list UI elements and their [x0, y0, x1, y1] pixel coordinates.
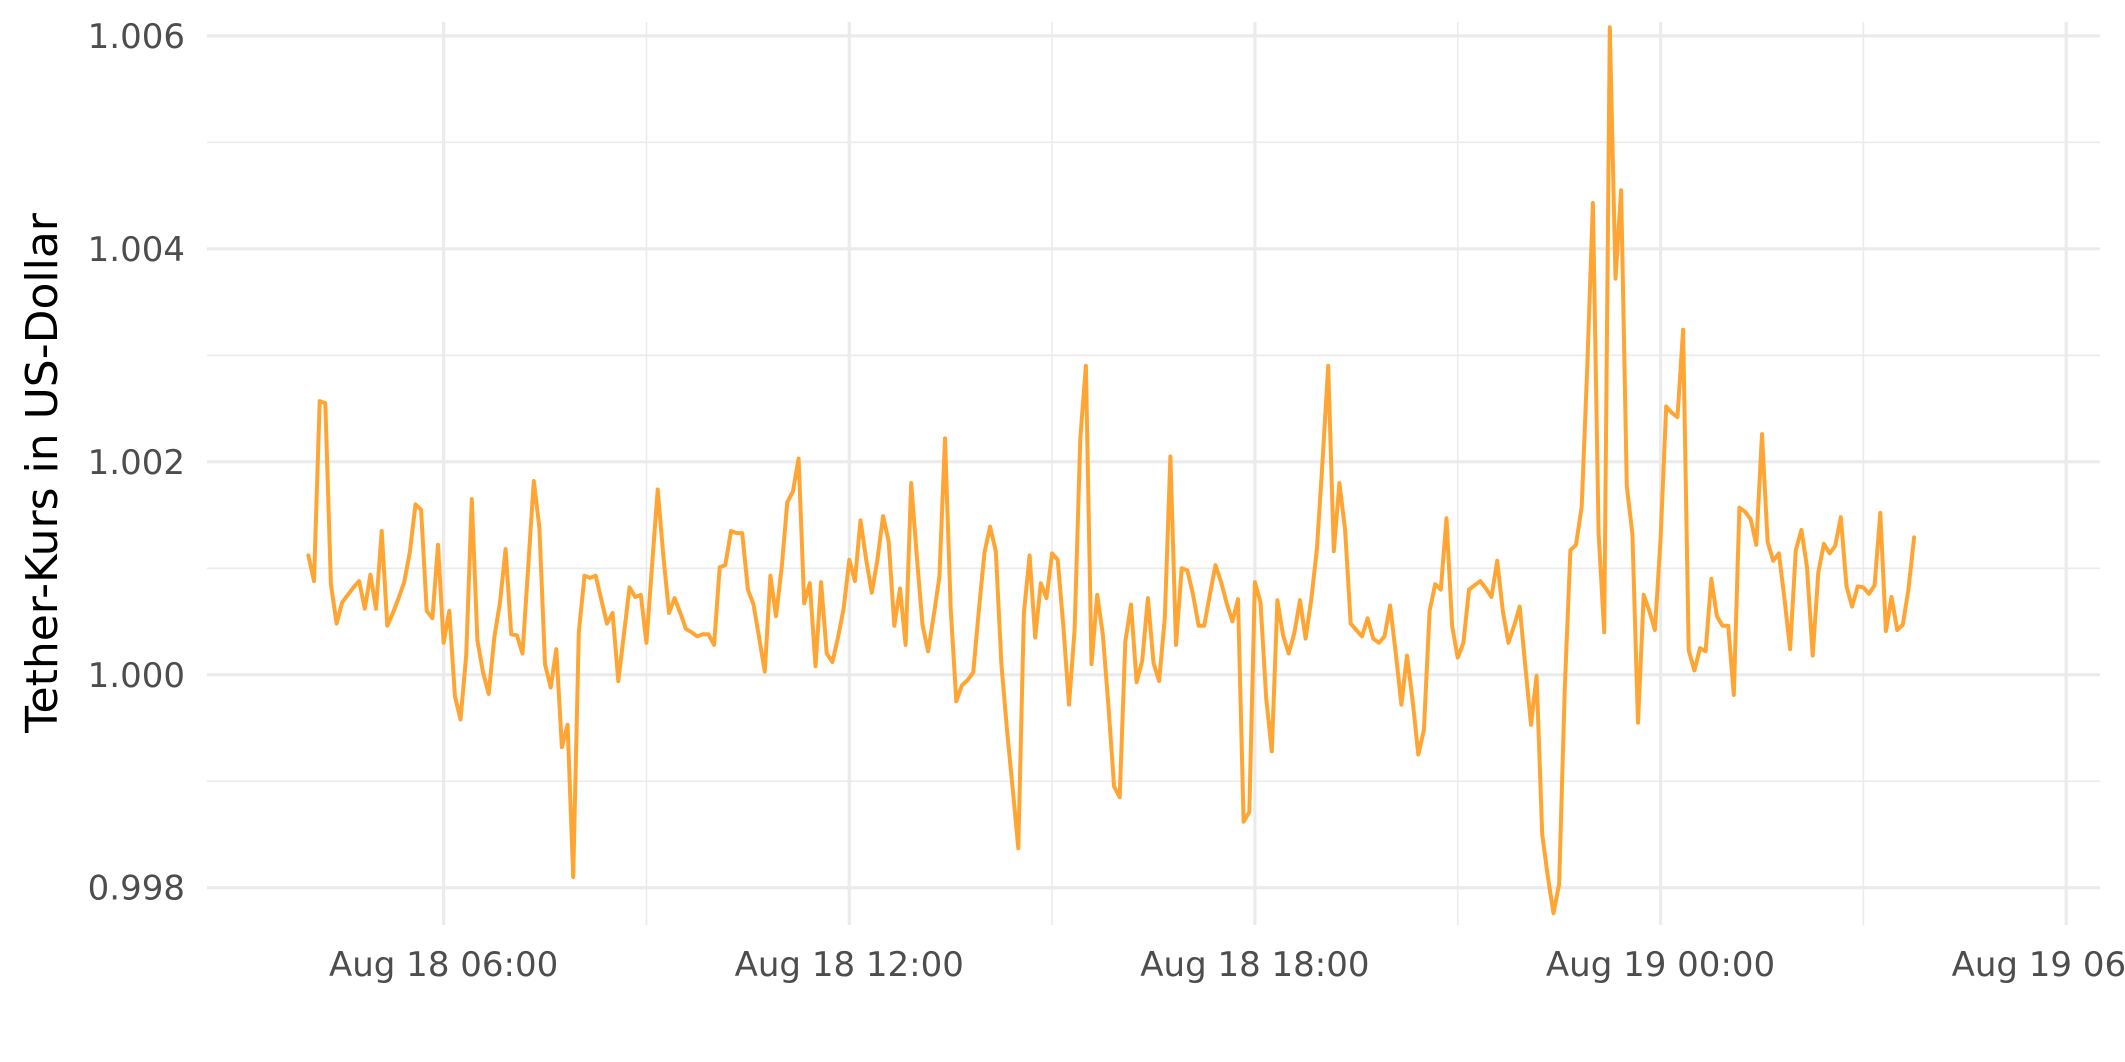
y-tick-label-0: 0.998 [88, 869, 185, 909]
x-tick-label-3: Aug 19 00:00 [1546, 945, 1775, 985]
series-line-0 [306, 25, 1917, 916]
x-tick-label-1: Aug 18 12:00 [735, 945, 964, 985]
x-tick-label-2: Aug 18 18:00 [1140, 945, 1369, 985]
y-axis-title: Tether-Kurs in US-Dollar [17, 212, 68, 734]
y-tick-label-3: 1.004 [88, 230, 185, 270]
x-tick-label-4: Aug 19 06:00 [1952, 945, 2125, 985]
y-tick-label-2: 1.002 [88, 443, 185, 483]
x-tick-label-0: Aug 18 06:00 [329, 945, 558, 985]
series-layer [306, 25, 1917, 916]
x-tick-labels: Aug 18 06:00 Aug 18 12:00 Aug 18 18:00 Aug … [329, 945, 2125, 985]
y-tick-label-4: 1.006 [88, 17, 185, 57]
y-tick-labels: 0.998 1.000 1.002 1.004 1.006 [88, 17, 185, 909]
y-tick-label-1: 1.000 [88, 656, 185, 696]
grid [207, 22, 2100, 925]
